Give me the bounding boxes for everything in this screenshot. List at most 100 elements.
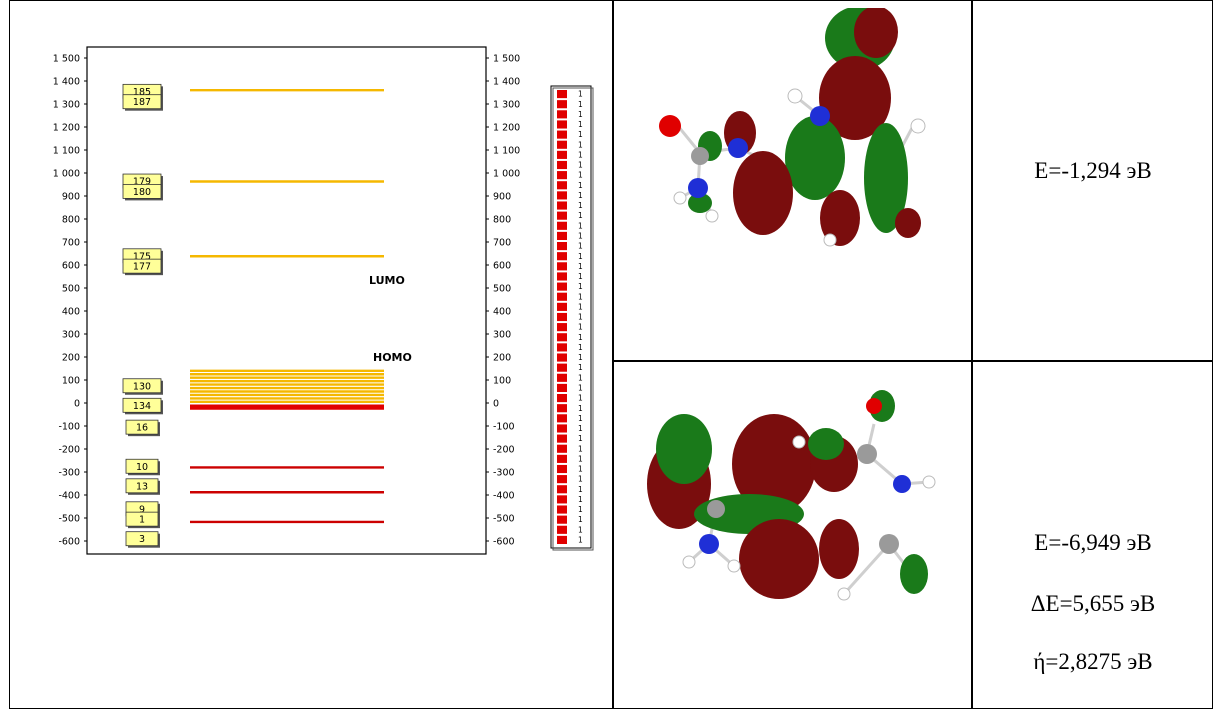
left-axis-tick-label: -500 [58,514,80,525]
occupancy-label: 1 [578,302,583,311]
left-axis-tick-label: 600 [62,261,80,272]
orbital-tag-label: 185 [133,87,151,98]
right-axis-tick-label: 0 [493,399,499,410]
occupancy-cell [557,292,567,301]
right-axis-tick-label: 900 [493,192,511,203]
occupancy-label: 1 [578,333,583,342]
left-axis-tick-label: -600 [58,537,80,548]
occupancy-cell [557,221,567,230]
occupancy-cell [557,252,567,261]
occupancy-cell [557,363,567,372]
occupancy-label: 1 [578,292,583,301]
orbital-tag-label: 130 [133,381,151,392]
right-axis-tick-label: 1 400 [493,77,520,88]
right-axis-tick-label: -500 [493,514,515,525]
occupancy-cell [557,475,567,484]
occupancy-cell [557,535,567,544]
left-axis-tick-label: 1 100 [53,146,80,157]
occupancy-label: 1 [578,221,583,230]
orbital-tag-label: 134 [133,401,151,412]
occupancy-label: 1 [578,150,583,159]
left-axis-tick-label: 900 [62,192,80,203]
occupancy-label: 1 [578,424,583,433]
occupancy-cell [557,444,567,453]
right-axis-tick-label: 1 300 [493,100,520,111]
left-axis-tick-label: 0 [74,399,80,410]
occupancy-label: 1 [578,171,583,180]
occupancy-label: 1 [578,211,583,220]
occupancy-cell [557,100,567,109]
left-axis-tick-label: 200 [62,353,80,364]
occupancy-cell [557,201,567,210]
occupancy-cell [557,394,567,403]
right-axis-tick-label: 400 [493,307,511,318]
occupancy-label: 1 [578,252,583,261]
occupancy-label: 1 [578,444,583,453]
occupancy-cell [557,495,567,504]
orbital-tag-label: 16 [136,423,148,434]
left-axis-tick-label: 700 [62,238,80,249]
occupancy-label: 1 [578,495,583,504]
column-divider-2 [971,0,973,709]
occupancy-label: 1 [578,475,583,484]
column-divider-1 [612,0,614,709]
orbital-tag [122,397,162,413]
occupancy-cell [557,343,567,352]
occupancy-cell [557,373,567,382]
occupancy-cell [557,120,567,129]
right-axis-tick-label: -100 [493,422,515,433]
right-axis-tick-label: -200 [493,445,515,456]
occupancy-label: 1 [578,353,583,362]
occupancy-cell [557,211,567,220]
occupancy-cell [557,323,567,332]
left-axis-tick-label: -100 [58,422,80,433]
left-axis-tick-label: -400 [58,491,80,502]
orbital-tag-label: 13 [136,481,148,492]
row-divider [612,360,1213,362]
orbital-tag-label: 180 [133,187,151,198]
lumo-label: LUMO [369,274,405,287]
occupancy-cell [557,404,567,413]
occupancy-label: 1 [578,232,583,241]
occupancy-cell [557,272,567,281]
occupancy-cell [557,464,567,474]
occupancy-label: 1 [578,384,583,393]
right-axis-tick-label: 500 [493,284,511,295]
occupancy-label: 1 [578,465,583,474]
left-axis-tick-label: 1 400 [53,77,80,88]
orbital-tag [125,478,159,494]
lumo-orbital-image [659,8,926,247]
occupancy-cell [557,140,567,149]
occupancy-label: 1 [578,262,583,271]
occupancy-label: 1 [578,282,583,291]
orbital-tag-label: 10 [136,462,148,473]
occupancy-label: 1 [578,363,583,372]
occupancy-label: 1 [578,515,583,524]
occupancy-cell [557,160,567,170]
occupancy-cell [557,231,567,240]
occupancy-label: 1 [578,201,583,210]
right-axis-tick-label: 1 200 [493,123,520,134]
orbital-tag-label: 9 [139,504,145,515]
occupancy-cell [557,130,567,139]
orbital-tag [125,531,159,547]
homo-label: HOMO [373,351,412,364]
orbital-tag-label: 187 [133,97,151,108]
occupancy-label: 1 [578,161,583,170]
left-axis-tick-label: 800 [62,215,80,226]
right-axis-tick-label: 1 100 [493,146,520,157]
homo-energy-value: E=-6,949 эВ [1034,530,1152,555]
occupancy-cell [557,312,567,322]
occupancy-label: 1 [578,191,583,200]
occupancy-label: 1 [578,373,583,382]
left-axis-tick-label: 1 500 [53,54,80,65]
orbital-tag [122,378,162,394]
right-axis-tick-label: 1 000 [493,169,520,180]
occupancy-cell [557,191,567,200]
left-axis-tick-label: 1 300 [53,100,80,111]
occupancy-cell [557,414,567,423]
occupancy-cell [557,262,567,271]
occupancy-label: 1 [578,181,583,190]
left-axis-tick-label: 100 [62,376,80,387]
